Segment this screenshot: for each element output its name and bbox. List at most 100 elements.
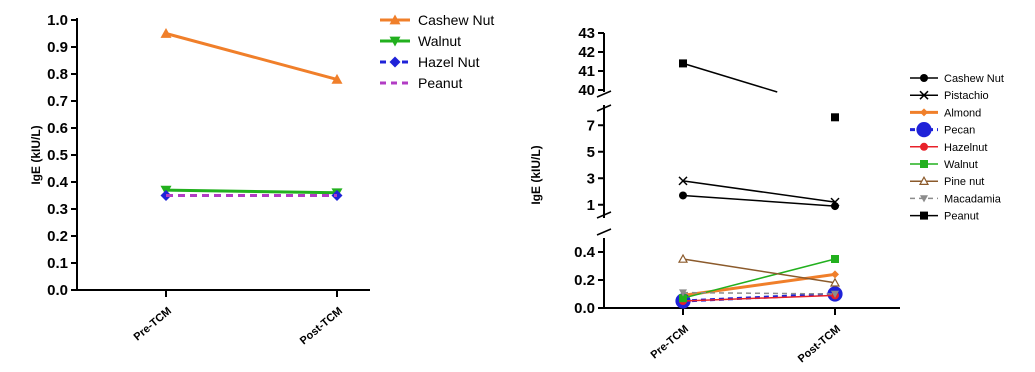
y-tick-label: 0.2 xyxy=(47,228,68,245)
y-tick-label: 0.8 xyxy=(47,66,68,83)
series-line xyxy=(682,194,836,207)
legend-label: Hazelnut xyxy=(944,142,987,154)
legend-marker xyxy=(920,108,928,117)
legend-label: Pistachio xyxy=(944,90,989,102)
series-peanut xyxy=(679,59,839,122)
chart-right: 0.0 0.2 0.4 1 3 5 7 40 41 42 43 Pre-TCM Post-TCM IgE … xyxy=(529,25,1004,365)
legend-label: Cashew Nut xyxy=(418,12,494,28)
x-tick-label-pre-tcm: Pre-TCM xyxy=(649,323,691,361)
y-tick-label: 0.3 xyxy=(47,201,68,218)
y-tick-label: 1.0 xyxy=(47,12,68,29)
series-line xyxy=(165,32,338,81)
data-point xyxy=(679,59,687,68)
x-tick-label-post-tcm: Post-TCM xyxy=(796,323,843,365)
legend-label: Cashew Nut xyxy=(944,73,1004,85)
y-tick-label: 3 xyxy=(587,170,595,187)
legend-item-cashew-nut: Cashew Nut xyxy=(380,12,494,28)
axis-break-mark xyxy=(596,211,612,219)
y-tick-label: 0.0 xyxy=(574,300,595,317)
y-tick-label: 0.9 xyxy=(47,39,68,56)
legend-marker xyxy=(919,90,929,100)
legend-label: Walnut xyxy=(944,159,978,171)
series-walnut xyxy=(679,255,839,303)
legend-item-almond: Almond xyxy=(910,107,981,119)
legend-marker xyxy=(916,122,932,138)
series-line xyxy=(682,258,836,284)
data-point xyxy=(160,28,172,38)
series-almond xyxy=(679,270,839,300)
data-point xyxy=(677,253,689,263)
data-point xyxy=(831,202,839,211)
y-tick-label: 0.6 xyxy=(47,120,68,137)
legend-label: Pine nut xyxy=(944,176,984,188)
legend-item-pistachio: Pistachio xyxy=(910,90,989,102)
legend-marker xyxy=(920,74,928,82)
legend-item-pecan: Pecan xyxy=(910,122,975,138)
legend-label: Macadamia xyxy=(944,193,1002,205)
data-point xyxy=(831,270,839,279)
legend-item-walnut: Walnut xyxy=(910,159,978,171)
legend-item-pine-nut: Pine nut xyxy=(910,175,984,188)
legend-item-cashew-nut: Cashew Nut xyxy=(910,73,1004,85)
legend-marker xyxy=(920,211,928,220)
y-tick-label: 7 xyxy=(587,117,595,134)
legend-item-hazel-nut: Hazel Nut xyxy=(380,54,480,70)
series-pistachio xyxy=(678,176,840,207)
legend-label: Peanut xyxy=(944,211,979,223)
data-point xyxy=(678,176,688,186)
data-point xyxy=(679,191,687,200)
y-tick-label: 5 xyxy=(587,144,595,161)
axis-break-mark xyxy=(596,228,612,236)
y-tick-label: 0.4 xyxy=(574,244,596,261)
data-point xyxy=(830,197,840,207)
y-tick-label: 0.2 xyxy=(574,272,595,289)
series-line xyxy=(682,294,836,302)
y-tick-label: 40 xyxy=(578,82,595,99)
legend-marker xyxy=(920,142,928,151)
y-tick-label: 41 xyxy=(578,63,595,80)
y-tick-label: 42 xyxy=(578,44,595,61)
y-tick-label: 0.1 xyxy=(47,255,68,272)
axis-break-mark xyxy=(596,90,612,98)
legend-marker xyxy=(389,14,401,25)
x-tick-label-pre-tcm: Pre-TCM xyxy=(132,305,174,343)
y-tick-label: 1 xyxy=(587,197,595,214)
legend-marker xyxy=(920,195,928,203)
series-cashew-nut xyxy=(679,191,839,211)
data-point xyxy=(679,294,687,303)
legend-marker xyxy=(918,175,930,185)
legend-label: Peanut xyxy=(418,75,462,91)
data-point xyxy=(831,290,839,298)
series-cashew-nut xyxy=(160,28,343,84)
y-tick-label: 0.4 xyxy=(47,174,69,191)
data-point xyxy=(679,289,687,297)
series-line xyxy=(682,291,836,295)
data-point xyxy=(829,277,841,287)
legend-item-peanut: Peanut xyxy=(910,211,979,223)
series-line xyxy=(165,188,338,195)
y-tick-label: 0.5 xyxy=(47,147,68,164)
legend-marker xyxy=(389,56,401,68)
legend-item-macadamia: Macadamia xyxy=(910,193,1002,205)
data-point xyxy=(831,255,839,263)
series-line xyxy=(682,258,836,299)
chart-left: 0.0 0.1 0.2 0.3 0.4 0.5 0.6 0.7 0.8 0.9 1.0 Pre-TCM… xyxy=(29,12,494,347)
legend-item-peanut: Peanut xyxy=(380,75,462,91)
data-point xyxy=(331,73,343,84)
legend-label: Walnut xyxy=(418,33,461,49)
x-tick-label-post-tcm: Post-TCM xyxy=(298,305,345,347)
series-line xyxy=(682,180,836,203)
legend-item-walnut: Walnut xyxy=(380,33,461,49)
y-tick-label: 0.7 xyxy=(47,93,68,110)
legend-marker xyxy=(389,36,401,47)
series-pine-nut xyxy=(677,253,841,287)
series-macadamia xyxy=(679,289,839,298)
legend-item-hazelnut: Hazelnut xyxy=(910,142,987,154)
axis-break-mark xyxy=(596,104,612,112)
data-point xyxy=(831,113,839,122)
y-axis-label: IgE (kIU/L) xyxy=(29,125,43,184)
legend-marker xyxy=(920,160,928,168)
legend-label: Almond xyxy=(944,107,981,119)
y-tick-label: 0.0 xyxy=(47,282,68,299)
